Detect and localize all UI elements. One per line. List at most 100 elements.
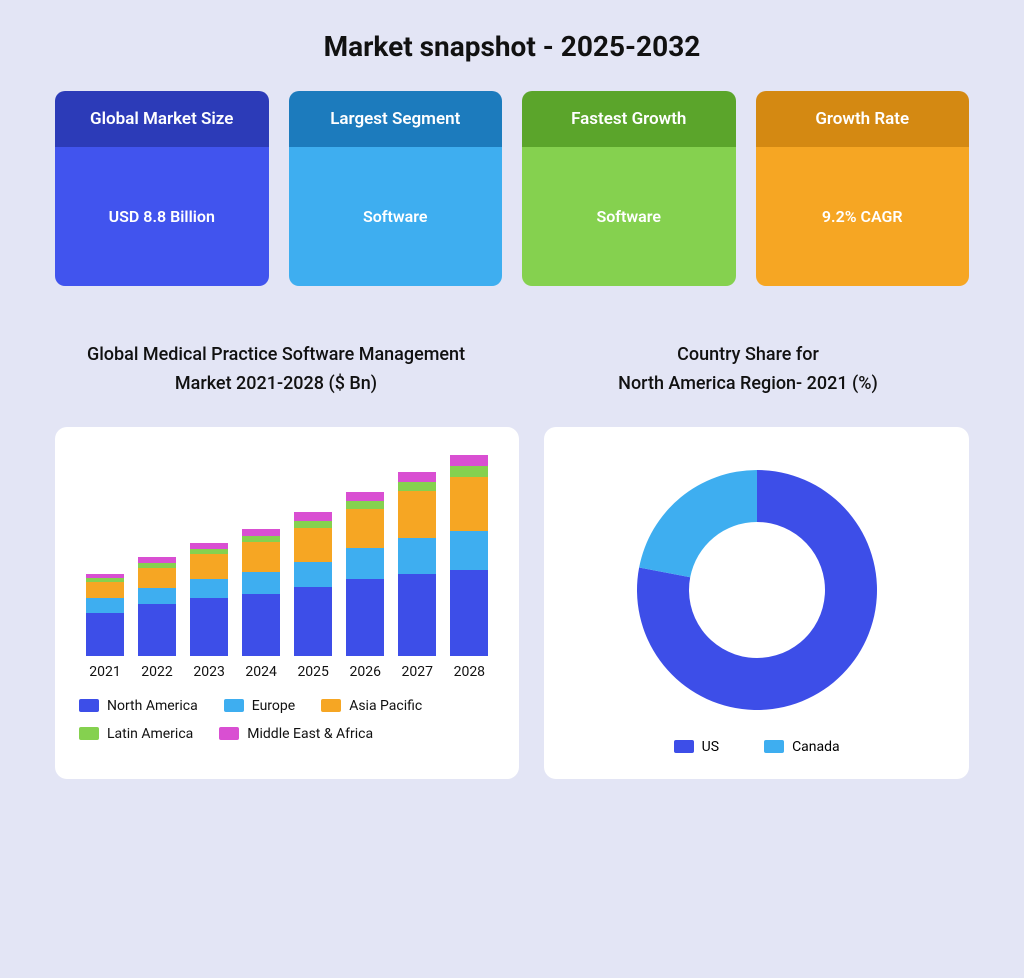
page-title: Market snapshot - 2025-2032 — [55, 30, 969, 63]
bar-column: 2028 — [447, 455, 491, 679]
bar-segment — [294, 512, 332, 520]
metric-card: Global Market SizeUSD 8.8 Billion — [55, 91, 269, 286]
metric-card-header: Global Market Size — [55, 91, 269, 147]
bar-x-label: 2028 — [454, 664, 485, 680]
charts-row: 2021 2022 2023 2024 2025 2026 2027 2028 North A… — [55, 427, 969, 779]
bar-segment — [294, 562, 332, 588]
bar-column: 2023 — [187, 543, 231, 679]
bar-segment — [86, 598, 124, 612]
bar-segment — [346, 579, 384, 656]
bar-x-label: 2024 — [245, 664, 276, 680]
bar-stack — [190, 543, 228, 655]
bar-segment — [346, 548, 384, 579]
bar-stack — [138, 557, 176, 655]
legend-item: US — [674, 739, 719, 755]
chart-titles-row: Global Medical Practice Software Managem… — [55, 341, 969, 399]
donut-chart-area — [568, 455, 945, 725]
legend-item: Asia Pacific — [321, 698, 422, 714]
metric-card-header: Largest Segment — [289, 91, 503, 147]
bar-segment — [346, 492, 384, 501]
legend-swatch — [79, 727, 99, 740]
bar-segment — [450, 477, 488, 531]
bar-segment — [242, 529, 280, 536]
donut-chart-title: Country Share forNorth America Region- 2… — [527, 341, 969, 399]
donut-chart-panel: US Canada — [544, 427, 969, 779]
donut-slice — [639, 470, 757, 577]
legend-label: Canada — [792, 739, 840, 755]
bar-column: 2026 — [343, 492, 387, 680]
bar-chart-area: 2021 2022 2023 2024 2025 2026 2027 2028 — [79, 455, 495, 680]
bar-segment — [346, 501, 384, 509]
bar-column: 2027 — [395, 472, 439, 680]
bar-column: 2022 — [135, 557, 179, 679]
legend-label: US — [702, 739, 719, 755]
bar-column: 2024 — [239, 529, 283, 680]
bar-segment — [138, 588, 176, 604]
bar-segment — [190, 598, 228, 655]
bar-stack — [450, 455, 488, 655]
bar-segment — [294, 521, 332, 528]
bar-column: 2025 — [291, 512, 335, 679]
metric-card-value: USD 8.8 Billion — [55, 147, 269, 286]
legend-label: Asia Pacific — [349, 698, 422, 714]
bar-segment — [398, 482, 436, 491]
bar-segment — [398, 472, 436, 482]
bar-segment — [294, 528, 332, 562]
bar-segment — [86, 613, 124, 656]
bar-stack — [294, 512, 332, 655]
bar-x-label: 2021 — [89, 664, 120, 680]
bar-stack — [242, 529, 280, 656]
legend-swatch — [219, 727, 239, 740]
bar-segment — [138, 568, 176, 588]
metric-card-header: Growth Rate — [756, 91, 970, 147]
bar-chart-title: Global Medical Practice Software Managem… — [55, 341, 497, 399]
bar-stack — [86, 574, 124, 656]
bar-segment — [86, 582, 124, 598]
bar-segment — [398, 538, 436, 574]
legend-swatch — [224, 699, 244, 712]
bar-segment — [450, 531, 488, 570]
metric-card: Growth Rate9.2% CAGR — [756, 91, 970, 286]
bar-segment — [450, 466, 488, 476]
metric-card: Largest SegmentSoftware — [289, 91, 503, 286]
bar-segment — [242, 594, 280, 655]
bar-segment — [190, 554, 228, 579]
legend-swatch — [674, 740, 694, 753]
legend-label: Europe — [252, 698, 295, 714]
metric-card-value: 9.2% CAGR — [756, 147, 970, 286]
legend-item: Middle East & Africa — [219, 726, 373, 742]
metric-cards-row: Global Market SizeUSD 8.8 BillionLargest… — [55, 91, 969, 286]
bar-segment — [450, 455, 488, 466]
bar-segment — [138, 604, 176, 655]
bar-column: 2021 — [83, 574, 127, 680]
metric-card-value: Software — [289, 147, 503, 286]
legend-item: Latin America — [79, 726, 193, 742]
donut-chart-legend: US Canada — [568, 739, 945, 755]
legend-item: Canada — [764, 739, 840, 755]
legend-swatch — [321, 699, 341, 712]
legend-label: Latin America — [107, 726, 193, 742]
bar-chart-legend: North America Europe Asia Pacific Latin Ame… — [79, 698, 495, 742]
bar-x-label: 2025 — [297, 664, 328, 680]
bar-segment — [294, 587, 332, 656]
legend-label: Middle East & Africa — [247, 726, 373, 742]
bar-segment — [450, 570, 488, 656]
bar-segment — [242, 542, 280, 572]
metric-card-value: Software — [522, 147, 736, 286]
bar-stack — [346, 492, 384, 656]
bar-chart-panel: 2021 2022 2023 2024 2025 2026 2027 2028 North A… — [55, 427, 519, 779]
legend-swatch — [79, 699, 99, 712]
bar-x-label: 2022 — [141, 664, 172, 680]
bar-segment — [398, 574, 436, 656]
bar-x-label: 2027 — [402, 664, 433, 680]
bar-segment — [190, 579, 228, 598]
legend-item: Europe — [224, 698, 295, 714]
legend-label: North America — [107, 698, 198, 714]
metric-card: Fastest GrowthSoftware — [522, 91, 736, 286]
legend-item: North America — [79, 698, 198, 714]
metric-card-header: Fastest Growth — [522, 91, 736, 147]
bar-x-label: 2023 — [193, 664, 224, 680]
bar-segment — [346, 509, 384, 548]
bar-stack — [398, 472, 436, 656]
legend-swatch — [764, 740, 784, 753]
